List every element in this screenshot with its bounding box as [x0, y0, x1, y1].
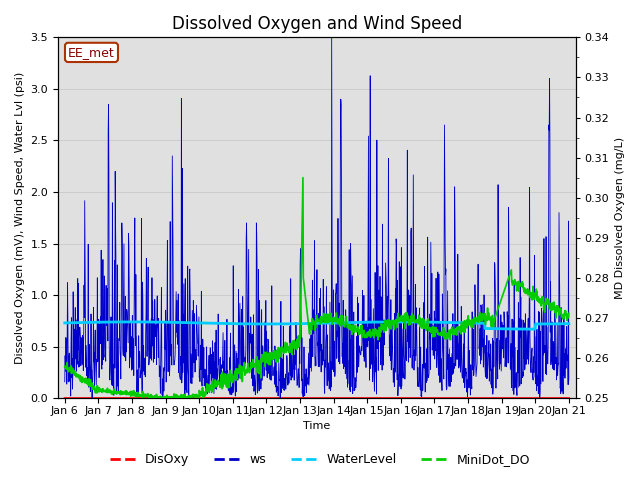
Y-axis label: MD Dissolved Oxygen (mg/L): MD Dissolved Oxygen (mg/L)	[615, 137, 625, 299]
Title: Dissolved Oxygen and Wind Speed: Dissolved Oxygen and Wind Speed	[172, 15, 462, 33]
Text: EE_met: EE_met	[68, 46, 115, 59]
Legend: DisOxy, ws, WaterLevel, MiniDot_DO: DisOxy, ws, WaterLevel, MiniDot_DO	[105, 448, 535, 471]
Y-axis label: Dissolved Oxygen (mV), Wind Speed, Water Lvl (psi): Dissolved Oxygen (mV), Wind Speed, Water…	[15, 72, 25, 364]
X-axis label: Time: Time	[303, 421, 330, 432]
